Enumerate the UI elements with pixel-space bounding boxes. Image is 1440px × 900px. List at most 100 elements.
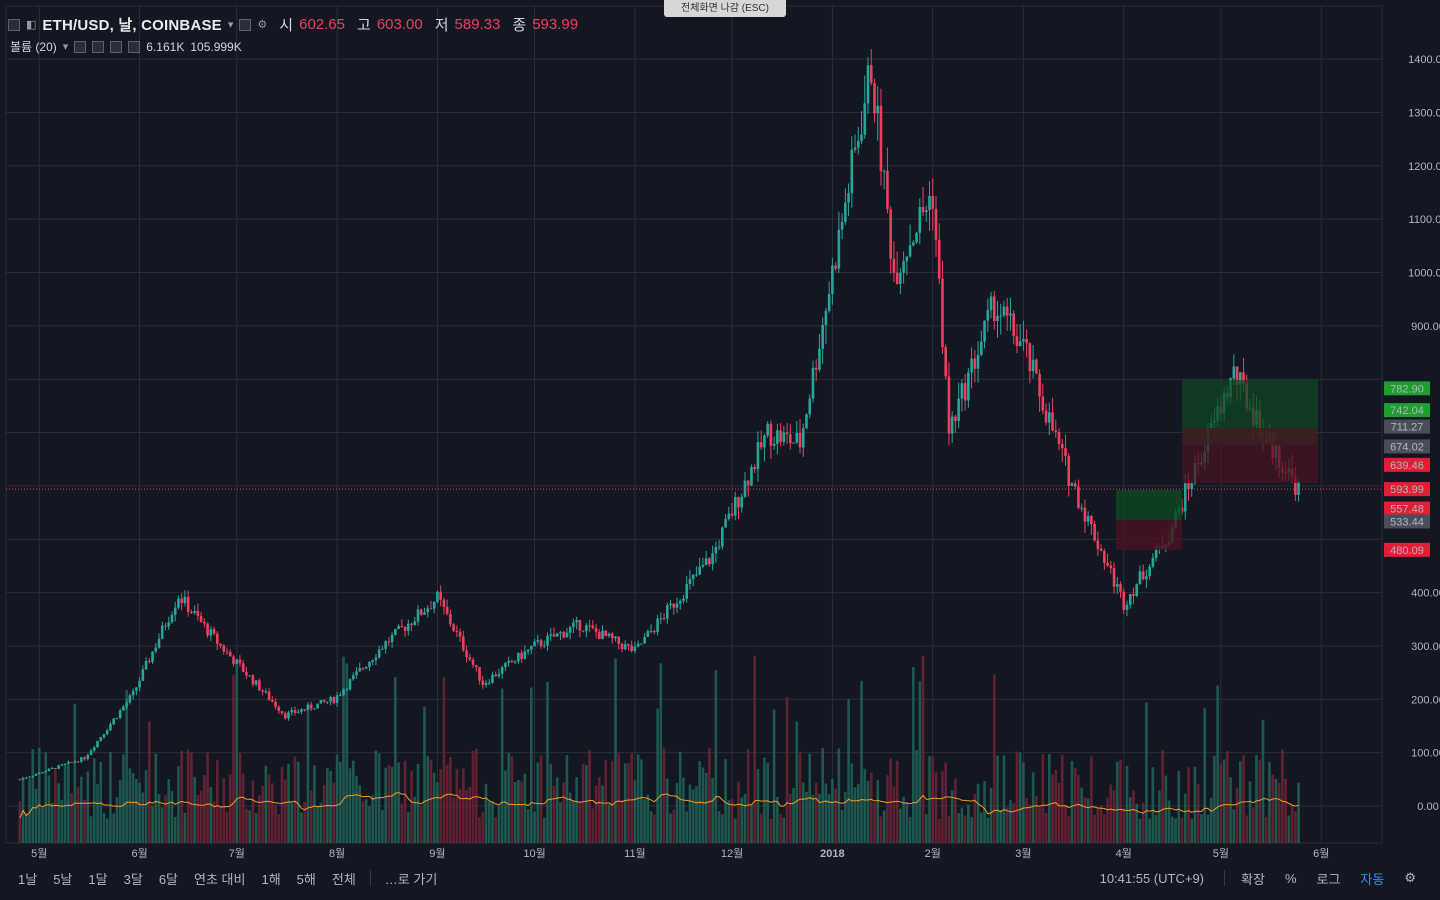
candle-body: [203, 621, 206, 624]
volume-bar: [1274, 778, 1278, 843]
candle-body: [449, 613, 452, 625]
close-icon[interactable]: [128, 40, 141, 53]
y-tick-label: 0.00: [1417, 801, 1438, 813]
candle-body: [856, 140, 860, 148]
volume-bar: [1035, 796, 1038, 843]
gear-icon[interactable]: ⚙: [257, 19, 268, 31]
percent-button[interactable]: %: [1284, 870, 1297, 886]
add-icon[interactable]: [110, 40, 123, 53]
timeframe-ytd[interactable]: 연초 대비: [194, 871, 246, 887]
candle-body: [351, 675, 355, 680]
candle-body: [620, 643, 624, 650]
volume-bar: [1177, 770, 1181, 843]
exit-fullscreen-tooltip[interactable]: 전체화면 나감 (ESC): [664, 0, 786, 17]
candle-body: [808, 398, 812, 415]
volume-bar: [199, 790, 203, 843]
gear-icon[interactable]: ⚙: [1404, 870, 1416, 885]
candle-body: [594, 627, 598, 633]
volume-bar: [232, 674, 235, 843]
volume-bar: [766, 762, 769, 843]
open-value: 602.65: [299, 16, 345, 33]
goto-date-button[interactable]: …로 가기: [384, 871, 438, 887]
volume-bar: [449, 756, 452, 843]
candle-body: [918, 207, 922, 233]
volume-bar: [837, 748, 841, 843]
volume-bar: [238, 753, 242, 843]
visibility-icon[interactable]: [74, 40, 87, 53]
volume-study-label[interactable]: 볼륨 (20): [10, 40, 57, 54]
volume-bar: [183, 812, 187, 843]
candle-body: [92, 747, 96, 751]
candle-body: [487, 682, 491, 684]
timeframe-1m[interactable]: 1달: [88, 871, 108, 887]
candle-body: [772, 443, 776, 446]
volume-bar: [598, 777, 601, 843]
candle-body: [1096, 540, 1100, 549]
volume-bar: [899, 808, 902, 843]
candle-body: [504, 662, 507, 668]
volume-bar: [128, 768, 132, 843]
candle-body: [934, 208, 938, 240]
candle-body: [442, 599, 446, 607]
candle-body: [335, 695, 339, 703]
volume-bar: [552, 785, 556, 843]
candle-body: [387, 641, 391, 643]
candle-body: [34, 774, 38, 776]
candle-body: [436, 591, 439, 602]
candle-body: [112, 718, 115, 725]
auto-button[interactable]: 자동: [1360, 871, 1385, 887]
settings-icon[interactable]: [92, 40, 105, 53]
price-chart[interactable]: 0.00 100.00 200.00 300.00 400.00 900.00 1000.0…: [0, 0, 1440, 864]
log-button[interactable]: 로그: [1316, 871, 1341, 887]
volume-bar: [452, 797, 455, 843]
volume-bar: [34, 788, 38, 843]
candle-body: [517, 652, 520, 662]
candle-body: [287, 712, 290, 719]
candle-body: [83, 757, 86, 760]
candle-body: [1047, 412, 1051, 423]
candle-body: [646, 631, 650, 637]
timeframe-all[interactable]: 전체: [331, 871, 356, 887]
candle-body: [28, 776, 31, 778]
collapse-icon[interactable]: [8, 18, 20, 31]
visibility-icon[interactable]: [239, 18, 252, 31]
chevron-down-icon[interactable]: ▾: [62, 41, 69, 53]
volume-bar: [261, 785, 264, 843]
candle-body: [177, 598, 180, 608]
candle-body: [1041, 396, 1045, 411]
extended-button[interactable]: 확장: [1241, 871, 1265, 887]
candle-body: [439, 591, 442, 600]
volume-bar: [1245, 815, 1249, 843]
candle-body: [413, 621, 417, 625]
volume-bar: [458, 788, 462, 843]
chevron-down-icon[interactable]: ▾: [227, 19, 234, 31]
volume-bar: [1261, 719, 1265, 843]
volume-bar: [381, 810, 384, 843]
candle-body: [1083, 507, 1087, 522]
volume-bar: [763, 757, 766, 843]
candle-body: [895, 272, 899, 285]
timeframe-3m[interactable]: 3달: [123, 871, 143, 887]
volume-bar: [928, 756, 931, 843]
volume-bar: [1015, 751, 1019, 843]
flag-icon[interactable]: ◧: [26, 19, 37, 31]
timeframe-1y[interactable]: 1해: [261, 871, 281, 887]
volume-bar: [390, 766, 394, 843]
timeframe-1d[interactable]: 1날: [18, 871, 38, 887]
candle-body: [400, 625, 404, 627]
candle-body: [785, 432, 789, 435]
timeframe-5y[interactable]: 5해: [296, 871, 316, 887]
timeframe-6m[interactable]: 6달: [158, 871, 179, 887]
volume-bar: [844, 791, 847, 843]
candle-body: [329, 697, 332, 702]
candle-body: [241, 663, 245, 673]
symbol-selector[interactable]: ETH/USD, 날, COINBASE: [42, 17, 222, 34]
volume-bar: [789, 793, 792, 843]
volume-bar: [653, 814, 656, 843]
candle-body: [148, 660, 151, 662]
timeframe-5d[interactable]: 5날: [53, 871, 73, 887]
candle-body: [533, 641, 536, 647]
candle-body: [989, 296, 993, 311]
candle-body: [792, 442, 795, 444]
candle-body: [478, 667, 481, 681]
